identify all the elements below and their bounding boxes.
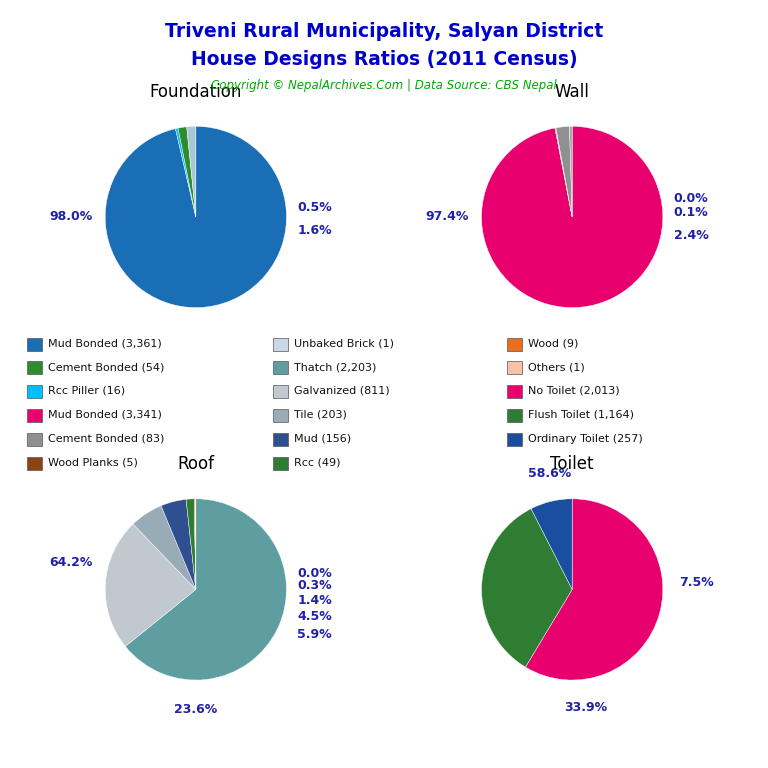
Wedge shape (482, 508, 572, 667)
Text: Thatch (2,203): Thatch (2,203) (294, 362, 376, 372)
Text: 7.5%: 7.5% (679, 576, 713, 589)
Text: Rcc (49): Rcc (49) (294, 457, 341, 468)
Wedge shape (178, 127, 196, 217)
Wedge shape (556, 127, 572, 217)
Wedge shape (133, 506, 196, 590)
Wedge shape (175, 128, 196, 217)
Wedge shape (482, 127, 663, 307)
Text: 0.0%: 0.0% (297, 567, 332, 580)
Text: 1.6%: 1.6% (297, 224, 332, 237)
Wedge shape (161, 499, 196, 590)
Text: Mud Bonded (3,361): Mud Bonded (3,361) (48, 338, 162, 349)
Wedge shape (125, 499, 286, 680)
Text: Tile (203): Tile (203) (294, 409, 347, 420)
Text: 98.0%: 98.0% (49, 210, 92, 223)
Wedge shape (186, 499, 196, 590)
Title: Wall: Wall (554, 83, 590, 101)
Wedge shape (187, 127, 196, 217)
Text: Rcc Piller (16): Rcc Piller (16) (48, 386, 125, 396)
Text: Ordinary Toilet (257): Ordinary Toilet (257) (528, 433, 643, 444)
Text: 64.2%: 64.2% (49, 556, 92, 569)
Text: 97.4%: 97.4% (425, 210, 468, 223)
Text: Unbaked Brick (1): Unbaked Brick (1) (294, 338, 394, 349)
Text: 0.0%: 0.0% (674, 192, 708, 205)
Wedge shape (105, 524, 196, 647)
Title: Roof: Roof (177, 455, 214, 473)
Text: Cement Bonded (83): Cement Bonded (83) (48, 433, 165, 444)
Wedge shape (525, 499, 663, 680)
Text: No Toilet (2,013): No Toilet (2,013) (528, 386, 620, 396)
Text: Wood Planks (5): Wood Planks (5) (48, 457, 138, 468)
Wedge shape (555, 127, 572, 217)
Text: Others (1): Others (1) (528, 362, 585, 372)
Title: Toilet: Toilet (551, 455, 594, 473)
Text: 58.6%: 58.6% (528, 467, 571, 480)
Text: Wood (9): Wood (9) (528, 338, 579, 349)
Title: Foundation: Foundation (150, 83, 242, 101)
Text: Mud (156): Mud (156) (294, 433, 351, 444)
Text: Mud Bonded (3,341): Mud Bonded (3,341) (48, 409, 162, 420)
Text: 4.5%: 4.5% (297, 610, 332, 623)
Text: House Designs Ratios (2011 Census): House Designs Ratios (2011 Census) (190, 50, 578, 69)
Text: Galvanized (811): Galvanized (811) (294, 386, 390, 396)
Wedge shape (105, 127, 286, 307)
Text: Cement Bonded (54): Cement Bonded (54) (48, 362, 165, 372)
Text: 2.4%: 2.4% (674, 229, 708, 242)
Wedge shape (556, 127, 572, 217)
Text: Copyright © NepalArchives.Com | Data Source: CBS Nepal: Copyright © NepalArchives.Com | Data Sou… (211, 79, 557, 92)
Wedge shape (194, 499, 196, 590)
Text: 0.5%: 0.5% (297, 201, 332, 214)
Text: 0.3%: 0.3% (297, 579, 332, 592)
Wedge shape (570, 127, 572, 217)
Text: 1.4%: 1.4% (297, 594, 332, 607)
Text: 0.1%: 0.1% (674, 206, 708, 219)
Text: 23.6%: 23.6% (174, 703, 217, 716)
Text: Triveni Rural Municipality, Salyan District: Triveni Rural Municipality, Salyan Distr… (165, 22, 603, 41)
Text: 5.9%: 5.9% (297, 628, 332, 641)
Text: 33.9%: 33.9% (564, 700, 607, 713)
Text: Flush Toilet (1,164): Flush Toilet (1,164) (528, 409, 634, 420)
Wedge shape (531, 499, 572, 590)
